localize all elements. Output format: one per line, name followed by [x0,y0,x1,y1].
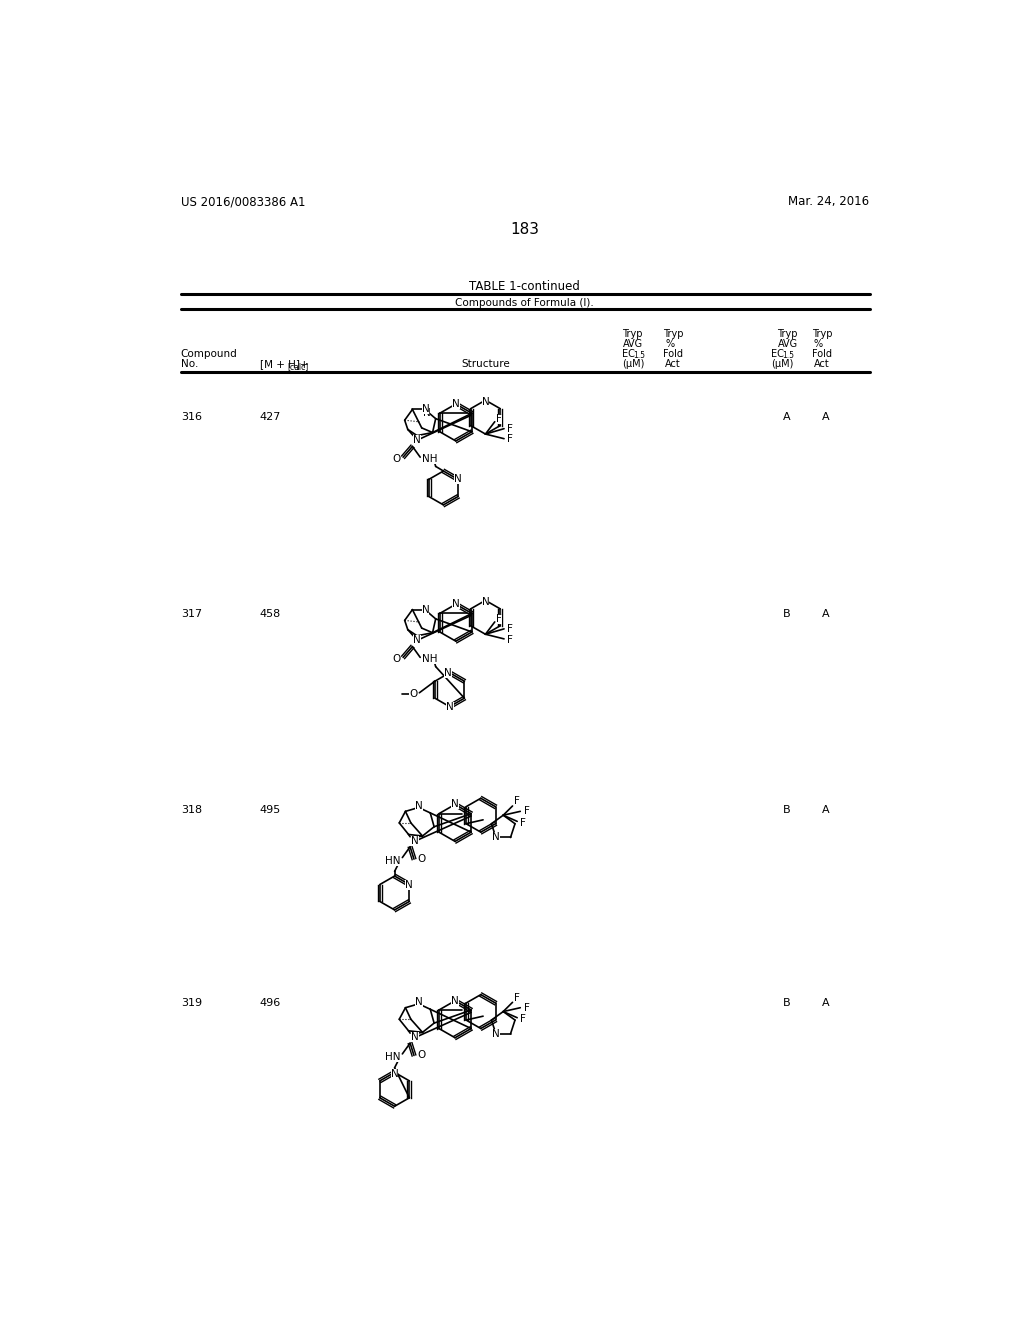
Text: A: A [821,998,829,1007]
Text: HN: HN [385,855,400,866]
Text: F: F [507,624,513,634]
Text: N: N [411,1032,419,1041]
Text: (μM): (μM) [771,359,794,370]
Text: F: F [514,796,520,807]
Text: O: O [393,653,401,664]
Text: [calc]: [calc] [287,362,308,371]
Text: (μM): (μM) [623,359,645,370]
Text: 316: 316 [180,412,202,422]
Text: AVG: AVG [777,339,798,350]
Text: B: B [783,609,791,619]
Text: 1.5: 1.5 [633,351,645,360]
Text: O: O [409,689,418,700]
Text: F: F [523,1003,529,1012]
Text: N: N [422,605,429,615]
Text: 317: 317 [180,609,202,619]
Text: F: F [507,424,513,434]
Text: B: B [783,805,791,816]
Text: Structure: Structure [461,359,510,370]
Text: EC: EC [623,350,635,359]
Text: N: N [415,998,423,1007]
Text: F: F [507,434,513,445]
Text: F: F [507,635,513,644]
Text: N: N [391,1069,398,1078]
Text: N: N [481,597,489,607]
Text: 319: 319 [180,998,202,1007]
Text: N: N [423,408,430,417]
Text: TABLE 1-continued: TABLE 1-continued [469,280,581,293]
Text: No.: No. [180,359,198,370]
Text: A: A [821,805,829,816]
Text: Tryp: Tryp [777,330,798,339]
Text: F: F [520,1014,526,1024]
Text: F: F [520,818,526,828]
Text: N: N [452,800,459,809]
Text: Mar. 24, 2016: Mar. 24, 2016 [787,195,869,209]
Text: Fold: Fold [812,350,831,359]
Text: N: N [444,668,452,677]
Text: NH: NH [422,454,437,463]
Text: [M + H]+: [M + H]+ [260,359,308,370]
Text: A: A [821,412,829,422]
Text: F: F [523,807,529,816]
Text: EC: EC [771,350,784,359]
Text: A: A [783,412,791,422]
Text: N: N [414,635,421,645]
Text: N: N [455,474,462,484]
Text: 458: 458 [260,609,281,619]
Text: Act: Act [665,359,681,370]
Text: N: N [422,404,429,414]
Text: O: O [418,1051,426,1060]
Text: Fold: Fold [663,350,683,359]
Text: N: N [414,436,421,445]
Text: 1.5: 1.5 [782,351,794,360]
Text: Act: Act [814,359,829,370]
Text: US 2016/0083386 A1: US 2016/0083386 A1 [180,195,305,209]
Text: O: O [418,854,426,865]
Text: O: O [393,454,401,463]
Text: 183: 183 [510,222,540,236]
Text: N: N [415,801,423,810]
Text: Tryp: Tryp [663,330,683,339]
Text: %: % [814,339,823,350]
Text: AVG: AVG [623,339,643,350]
Text: N: N [493,1028,500,1039]
Text: A: A [821,609,829,619]
Text: N: N [481,397,489,407]
Text: Compounds of Formula (I).: Compounds of Formula (I). [456,298,594,308]
Text: NH: NH [422,653,437,664]
Text: N: N [411,836,419,846]
Text: %: % [665,339,674,350]
Text: 495: 495 [260,805,281,816]
Text: 427: 427 [260,412,282,422]
Text: 496: 496 [260,998,281,1007]
Text: N: N [406,879,414,890]
Text: N: N [493,833,500,842]
Text: Tryp: Tryp [812,330,833,339]
Text: N: N [452,599,460,610]
Text: B: B [783,998,791,1007]
Text: N: N [452,399,460,409]
Text: 318: 318 [180,805,202,816]
Text: N: N [445,702,454,711]
Text: F: F [497,413,503,424]
Text: Compound: Compound [180,350,238,359]
Text: Tryp: Tryp [623,330,643,339]
Text: N: N [452,995,459,1006]
Text: F: F [514,993,520,1003]
Text: F: F [497,614,503,624]
Text: HN: HN [385,1052,400,1063]
